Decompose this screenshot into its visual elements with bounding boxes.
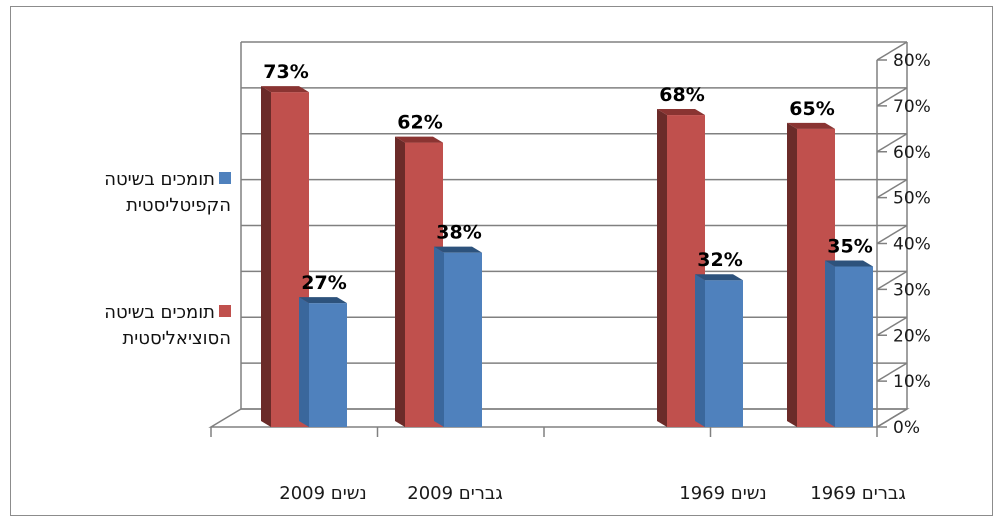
- capitalist-bar-women-2009-data-label: 27%: [301, 272, 346, 294]
- capitalist-bar-women-2009-side: [299, 297, 309, 427]
- x-category-label-men-2009: גברים 2009: [407, 483, 503, 504]
- bars: [261, 86, 873, 428]
- capitalist-bar-men-2009-top: [434, 246, 482, 253]
- y-tick-label: 30%: [893, 280, 931, 300]
- gridline-side: [876, 133, 908, 153]
- capitalist-bar-men-1969-side: [825, 260, 835, 427]
- floor-plane: [208, 408, 910, 428]
- axes: 0% 10% 20% 30% 40% 50% 60% 70% 80% נשים 2009 גברים…: [208, 42, 931, 504]
- capitalist-bar-women-1969: [705, 280, 743, 427]
- y-tick-label: 80%: [893, 51, 931, 71]
- socialist-bar-women-1969-top: [657, 109, 705, 116]
- gridline-side: [876, 87, 908, 107]
- bar-chart: 0% 10% 20% 30% 40% 50% 60% 70% 80% נשים 2009 גברים…: [208, 41, 931, 504]
- x-category-label-women-1969: נשים 1969: [679, 483, 766, 504]
- capitalist-bar-men-2009: [444, 252, 482, 427]
- capitalist-bar-men-1969: [835, 266, 873, 427]
- legend-item-capitalist: תומכים בשיטה הקפיטליסטית: [41, 167, 231, 219]
- gridline-side: [876, 362, 908, 382]
- y-tick-label: 0%: [893, 418, 920, 438]
- y-tick-label: 40%: [893, 235, 931, 255]
- gridline-side: [876, 270, 908, 291]
- chart-frame: 0% 10% 20% 30% 40% 50% 60% 70% 80% נשים 2009 גברים…: [10, 6, 993, 516]
- legend-item-socialist: תומכים בשיטה הסוציאליסטית: [41, 300, 231, 352]
- socialist-bar-men-1969-side: [787, 122, 797, 427]
- y-tick-label: 70%: [893, 97, 931, 117]
- capitalist-bar-women-1969-data-label: 32%: [697, 249, 742, 271]
- socialist-bar-women-2009-data-label: 73%: [263, 61, 308, 83]
- gridline-side: [876, 41, 908, 61]
- legend-swatch-socialist: [219, 305, 231, 317]
- socialist-bar-women-2009-side: [261, 86, 271, 428]
- socialist-bar-men-2009-data-label: 62%: [397, 112, 442, 134]
- capitalist-bar-women-1969-top: [695, 274, 743, 281]
- legend-swatch-capitalist: [219, 172, 231, 184]
- socialist-bar-women-2009-top: [261, 86, 309, 93]
- gridline-side: [876, 224, 908, 245]
- y-tick-label: 10%: [893, 372, 931, 392]
- socialist-bar-men-2009-top: [395, 136, 443, 143]
- x-category-label-women-2009: נשים 2009: [279, 483, 366, 504]
- socialist-bar-women-1969-side: [657, 109, 667, 428]
- capitalist-bar-men-2009-side: [434, 246, 444, 427]
- legend-label-capitalist: תומכים בשיטה הקפיטליסטית: [104, 169, 231, 216]
- data-labels: 73% 62% 68% 65% 27% 38% 32% 35%: [263, 61, 872, 294]
- socialist-bar-men-1969-data-label: 65%: [789, 98, 834, 120]
- y-tick-label: 20%: [893, 326, 931, 346]
- x-category-label-men-1969: גברים 1969: [810, 483, 906, 504]
- gridline-side: [876, 178, 908, 199]
- socialist-bar-men-2009-side: [395, 136, 405, 427]
- capitalist-bar-men-1969-top: [825, 260, 873, 267]
- y-tick-label: 50%: [893, 189, 931, 209]
- legend-label-socialist: תומכים בשיטה הסוציאליסטית: [104, 302, 231, 349]
- capitalist-bar-women-2009: [309, 303, 347, 427]
- socialist-bar-women-1969-data-label: 68%: [659, 84, 704, 106]
- y-tick-label: 60%: [893, 143, 931, 163]
- socialist-bar-men-1969-top: [787, 122, 835, 129]
- gridline-side: [876, 316, 908, 336]
- capitalist-bar-men-1969-data-label: 35%: [827, 235, 872, 257]
- capitalist-bar-men-2009-data-label: 38%: [436, 222, 481, 244]
- capitalist-bar-women-2009-top: [299, 297, 347, 304]
- capitalist-bar-women-1969-side: [695, 274, 705, 427]
